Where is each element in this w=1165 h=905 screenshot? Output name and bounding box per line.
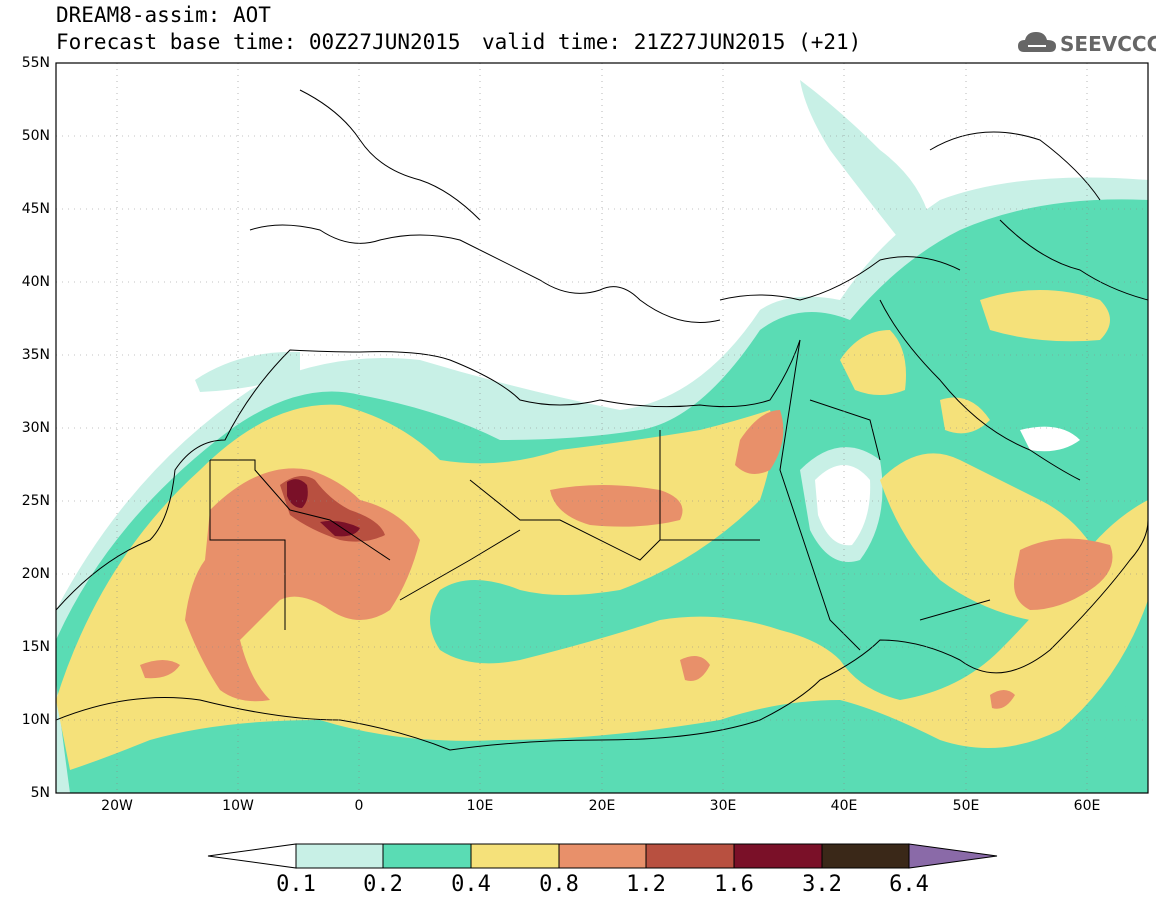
lon-label: 50E xyxy=(952,798,980,814)
colorbar-segment xyxy=(645,843,735,869)
colorbar-label: 1.6 xyxy=(714,872,754,897)
colorbar-label: 3.2 xyxy=(802,872,842,897)
lat-label: 50N xyxy=(21,128,50,144)
colorbar-label: 0.8 xyxy=(539,872,579,897)
colorbar-segment xyxy=(295,843,384,869)
colorbar-label: 0.1 xyxy=(276,872,316,897)
lat-label: 35N xyxy=(21,347,50,363)
colorbar-label: 1.2 xyxy=(626,872,666,897)
cloud-icon xyxy=(1018,32,1056,52)
colorbar-segment xyxy=(558,843,647,869)
lon-label: 0 xyxy=(354,798,364,814)
map-frame xyxy=(55,62,1149,794)
lat-label: 10N xyxy=(21,712,50,728)
lat-label: 25N xyxy=(21,493,50,509)
aot-field xyxy=(56,80,1148,793)
lat-label: 30N xyxy=(21,420,50,436)
colorbar xyxy=(207,843,998,869)
colorbar-low-arrow xyxy=(207,843,297,869)
lon-label: 60E xyxy=(1073,798,1101,814)
seevccc-logo: SEEVCCC xyxy=(1018,32,1156,56)
lat-label: 15N xyxy=(21,639,50,655)
lat-label: 40N xyxy=(21,274,50,290)
coastlines xyxy=(56,89,1148,751)
lon-label: 30E xyxy=(709,798,737,814)
colorbar-label: 0.2 xyxy=(363,872,403,897)
forecast-base-time: Forecast base time: 00Z27JUN2015 xyxy=(56,30,461,54)
lat-label: 20N xyxy=(21,566,50,582)
lat-label: 5N xyxy=(30,785,50,801)
colorbar-segment xyxy=(382,843,472,869)
lon-label: 40E xyxy=(830,798,858,814)
colorbar-segment xyxy=(821,843,910,869)
colorbar-high-arrow xyxy=(908,843,998,869)
map-title: DREAM8-assim: AOT xyxy=(56,3,271,27)
lon-label: 10W xyxy=(222,798,254,814)
colorbar-segment xyxy=(733,843,823,869)
colorbar-label: 6.4 xyxy=(889,872,929,897)
lon-label: 10E xyxy=(466,798,494,814)
colorbar-segment xyxy=(470,843,560,869)
lon-label: 20E xyxy=(588,798,616,814)
lat-label: 45N xyxy=(21,201,50,217)
lat-label: 55N xyxy=(21,55,50,71)
graticule xyxy=(56,63,1148,793)
valid-time: valid time: 21Z27JUN2015 (+21) xyxy=(482,30,862,54)
logo-text: SEEVCCC xyxy=(1060,32,1156,56)
colorbar-label: 0.4 xyxy=(451,872,491,897)
lon-label: 20W xyxy=(101,798,133,814)
